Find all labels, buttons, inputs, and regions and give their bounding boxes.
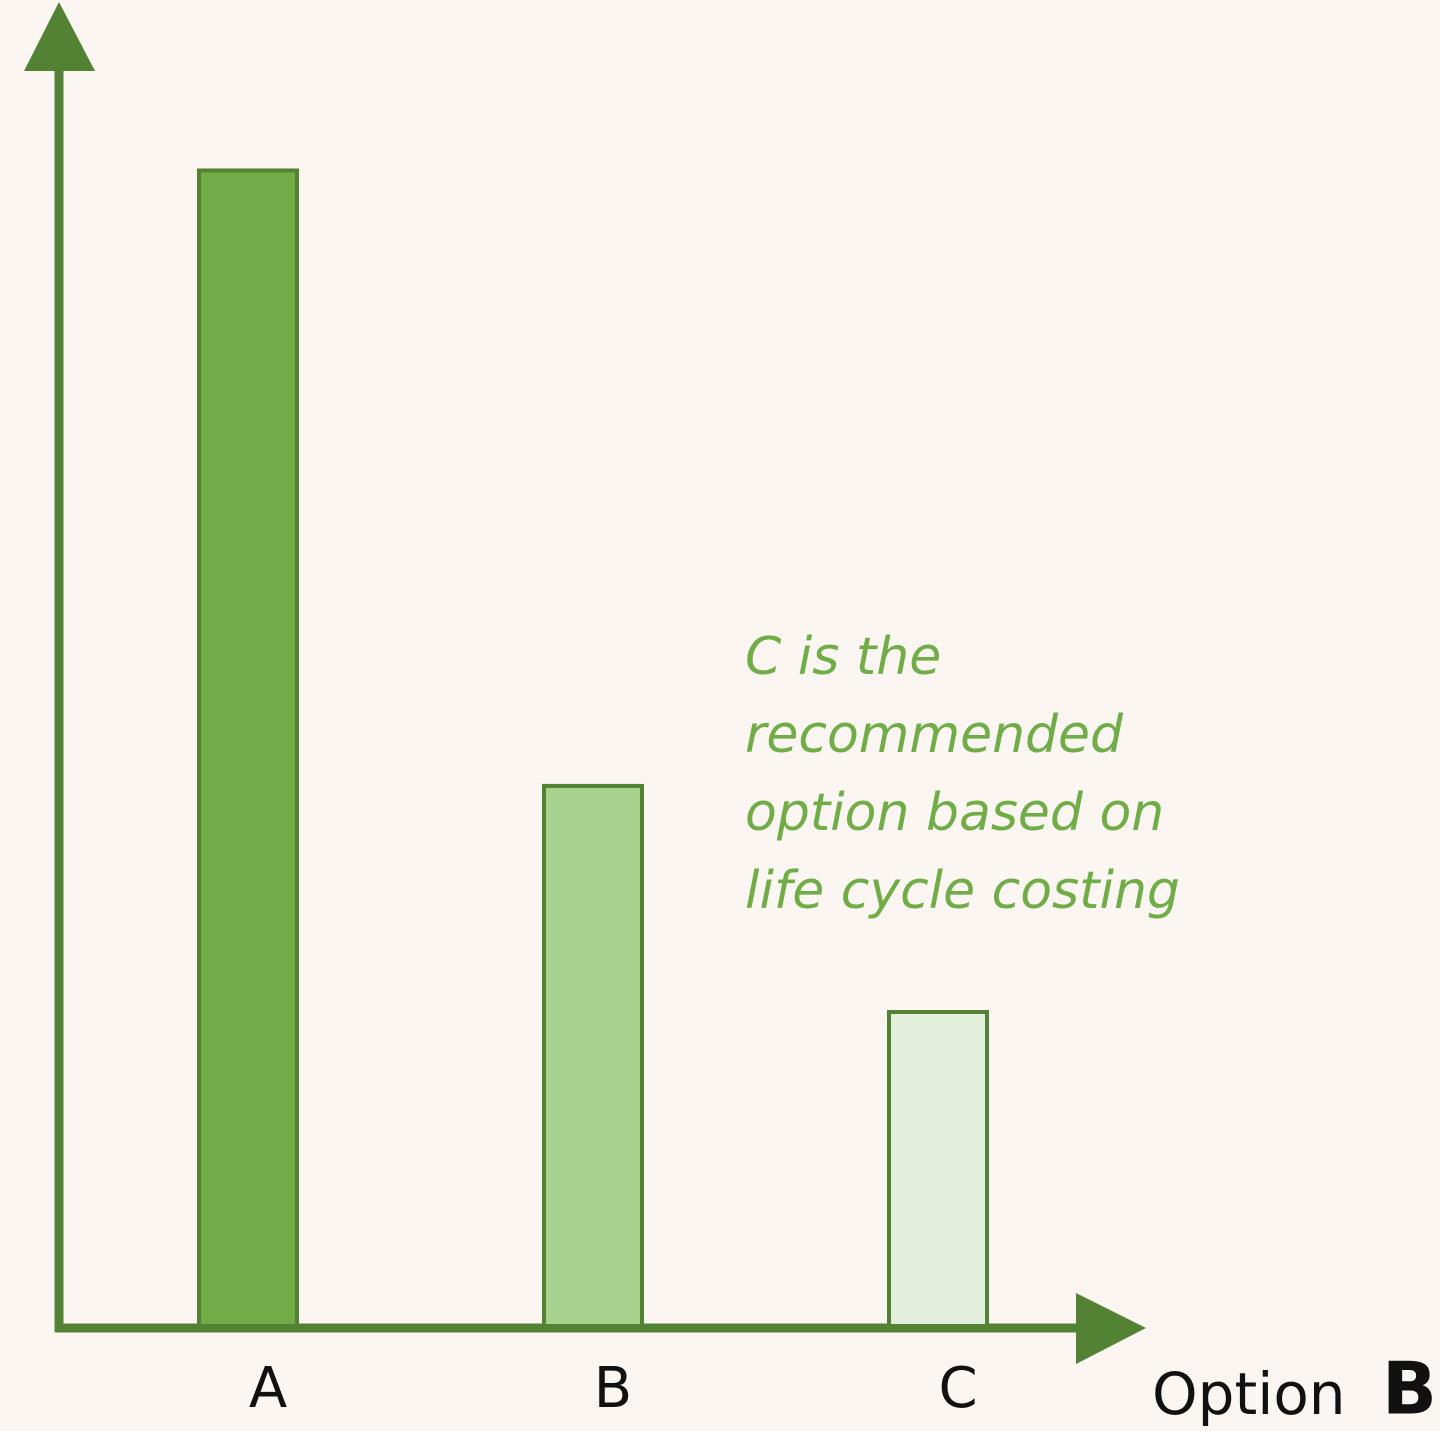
annotation: option based on (745, 783, 1164, 843)
x-axis-label: Option (1152, 1360, 1346, 1428)
bar (887, 1010, 989, 1328)
x-axis-arrow (1076, 1293, 1146, 1364)
annotation: recommended (745, 705, 1124, 765)
bar (542, 783, 644, 1328)
y-axis-arrow (24, 2, 95, 71)
x-tick-label: A (249, 1356, 287, 1421)
panel-label: B (1382, 1347, 1437, 1431)
annotation: life cycle costing (745, 861, 1180, 921)
x-tick-label: C (938, 1356, 977, 1421)
annotation: C is the (745, 627, 941, 687)
bar (197, 168, 299, 1329)
x-tick-label: B (594, 1356, 632, 1421)
